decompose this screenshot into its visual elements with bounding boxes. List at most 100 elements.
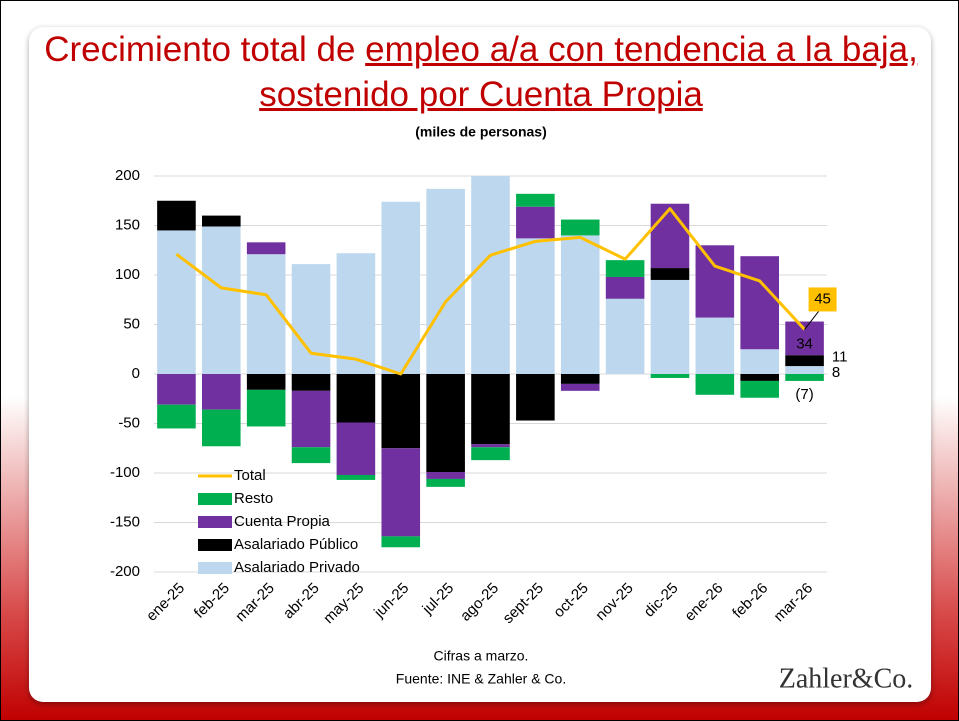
y-tick-label: 0	[132, 365, 140, 382]
bar	[426, 472, 465, 479]
y-tick-label: 100	[115, 266, 140, 283]
x-tick-label: jul-25	[419, 580, 458, 619]
bar	[695, 374, 735, 395]
data-label: 34	[796, 335, 813, 352]
bar	[695, 317, 735, 374]
bar	[291, 264, 331, 374]
bar	[560, 374, 600, 384]
bar	[785, 366, 824, 374]
bar	[381, 201, 421, 374]
legend-swatch	[198, 493, 232, 505]
legend-label: Resto	[234, 490, 273, 507]
bar	[426, 374, 465, 473]
x-tick-label: ago-25	[457, 580, 502, 625]
y-tick-label: -50	[118, 414, 140, 431]
bar	[291, 374, 331, 391]
legend-label: Asalariado Privado	[234, 559, 360, 576]
data-label: 8	[832, 364, 840, 381]
bar	[426, 478, 465, 487]
legend-swatch	[198, 562, 232, 574]
x-tick-label: dic-25	[641, 580, 682, 621]
bar	[650, 279, 690, 374]
bar	[650, 203, 690, 269]
title: Crecimiento total de empleo a/a con tend…	[31, 27, 931, 117]
y-tick-label: -100	[110, 464, 140, 481]
bar	[471, 444, 510, 448]
bar	[246, 242, 286, 255]
subtitle: (miles de personas)	[415, 124, 547, 140]
bar	[336, 422, 376, 475]
bar	[471, 176, 510, 374]
legend-label: Cuenta Propia	[234, 513, 331, 530]
bar	[202, 374, 241, 410]
bar	[740, 380, 779, 398]
bar	[246, 374, 286, 390]
data-label: 45	[814, 290, 831, 307]
bar	[516, 374, 555, 421]
bar	[695, 245, 735, 318]
y-tick-label: -200	[110, 563, 140, 580]
legend-swatch	[198, 516, 232, 528]
bar	[560, 383, 600, 391]
bar	[336, 374, 376, 423]
bar	[426, 188, 465, 374]
bar	[291, 390, 331, 448]
x-tick-label: ene-26	[681, 580, 726, 625]
bar	[336, 474, 376, 480]
bar	[202, 215, 241, 227]
bar	[740, 374, 779, 381]
bar	[605, 260, 645, 277]
bar	[246, 389, 286, 427]
footnote: Fuente: INE & Zahler & Co.	[396, 671, 566, 687]
label-box	[808, 287, 837, 312]
title-part: empleo a/a con tendencia a la baja, sost…	[259, 30, 918, 114]
bar	[381, 536, 421, 548]
title-part: Crecimiento total de	[44, 30, 366, 69]
bar	[202, 409, 241, 447]
bar	[560, 219, 600, 236]
bar	[471, 447, 510, 461]
x-tick-label: abr-25	[280, 580, 323, 623]
legend-label: Asalariado Público	[234, 536, 358, 553]
x-tick-label: feb-26	[729, 580, 771, 622]
y-tick-label: 50	[123, 315, 140, 332]
bar	[650, 374, 690, 378]
bar	[605, 276, 645, 299]
bar	[560, 235, 600, 374]
total-line	[175, 207, 806, 376]
bar	[516, 206, 555, 239]
bar	[516, 193, 555, 207]
x-tick-label: may-25	[320, 580, 367, 627]
logo: Zahler&Co.	[779, 663, 914, 694]
data-label: 11	[832, 349, 848, 366]
bar	[157, 200, 196, 231]
bar	[291, 447, 331, 464]
bar	[740, 256, 779, 350]
x-tick-label: nov-25	[592, 580, 636, 624]
bar	[785, 321, 824, 356]
x-tick-label: ene-25	[143, 580, 188, 625]
x-tick-label: feb-25	[191, 580, 233, 622]
x-tick-label: jun-25	[370, 580, 412, 622]
y-tick-label: 150	[115, 216, 140, 233]
bar	[785, 355, 824, 367]
bar	[202, 226, 241, 374]
x-tick-label: sept-25	[500, 580, 547, 627]
footnote: Cifras a marzo.	[434, 648, 529, 664]
legend-swatch	[198, 539, 232, 551]
legend-label: Total	[234, 467, 266, 484]
label-leader	[804, 311, 819, 330]
x-tick-label: mar-26	[771, 580, 817, 626]
bar	[650, 268, 690, 280]
bar	[157, 230, 196, 374]
bar	[246, 254, 286, 374]
data-label: (7)	[795, 386, 813, 403]
bar	[740, 349, 779, 374]
y-tick-label: 200	[115, 167, 140, 184]
bar	[471, 374, 510, 445]
bar	[157, 404, 196, 429]
x-tick-label: oct-25	[550, 580, 592, 622]
x-tick-label: mar-25	[232, 580, 278, 626]
